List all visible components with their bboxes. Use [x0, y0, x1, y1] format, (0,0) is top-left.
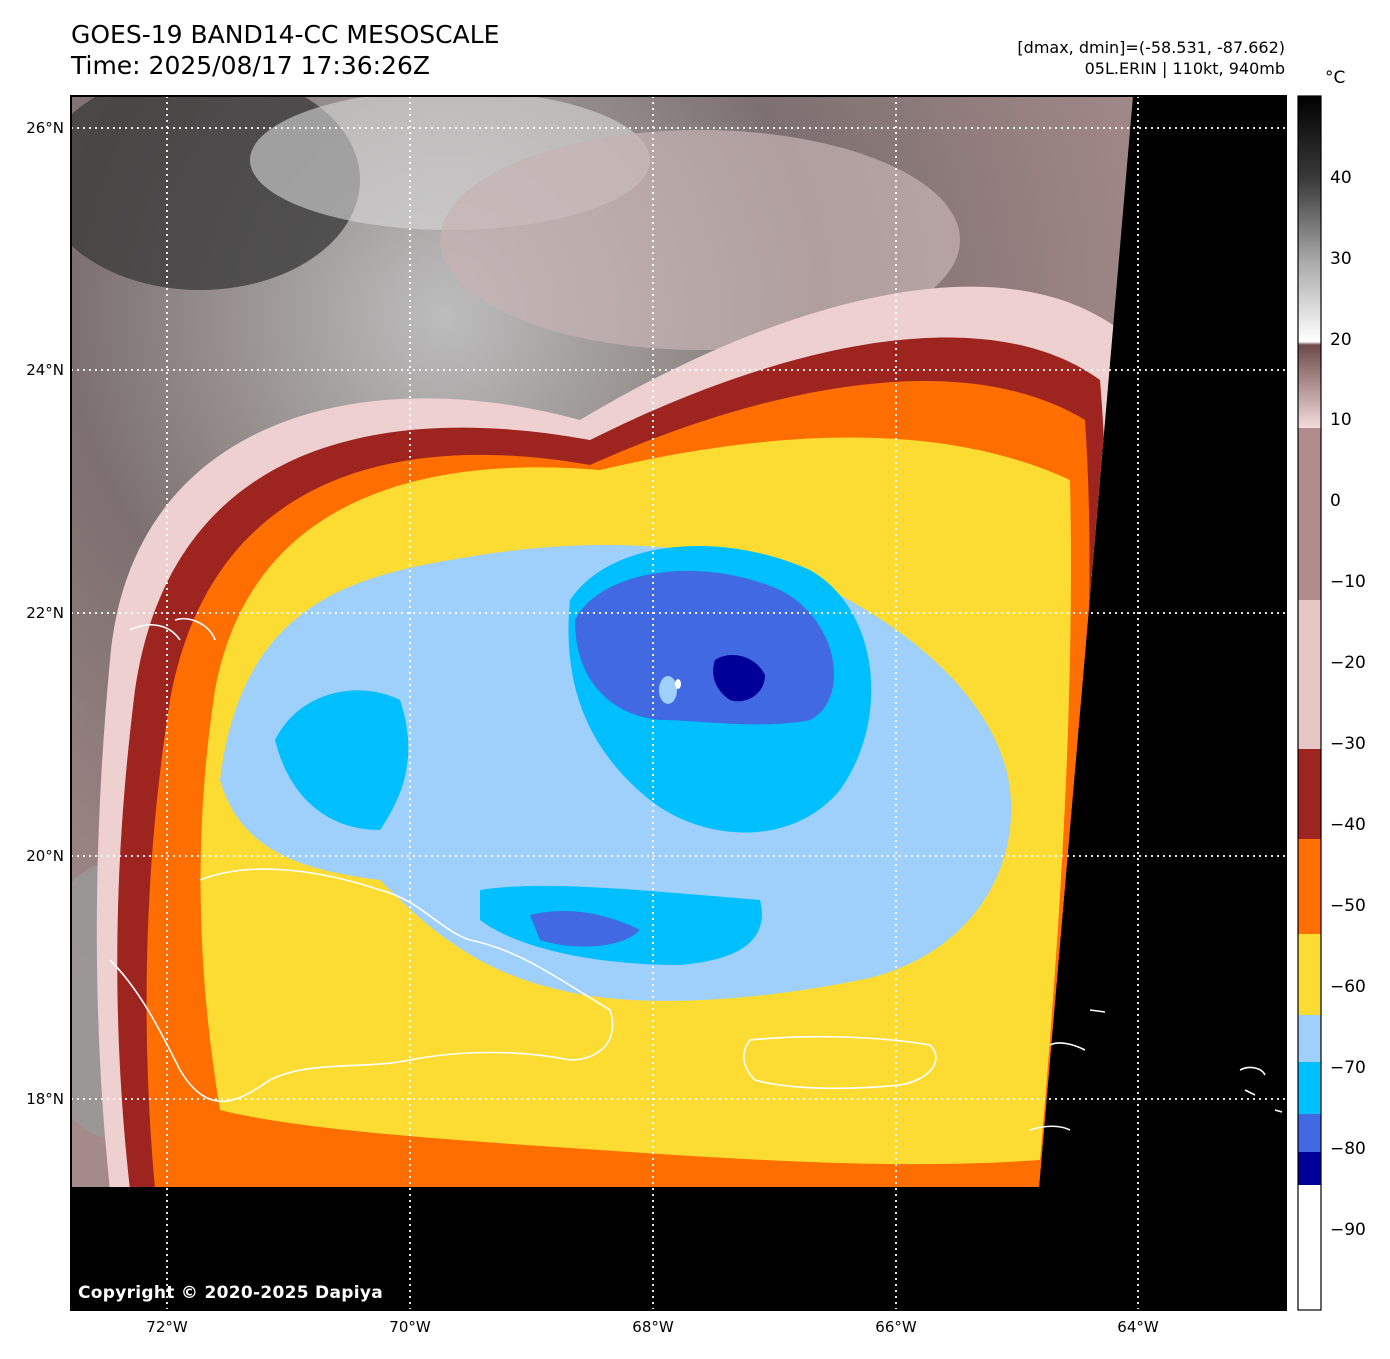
colorbar-tick-minus90: −90 — [1330, 1220, 1366, 1240]
blue-core — [575, 570, 834, 725]
colorbar-tick-minus10: −10 — [1330, 572, 1366, 592]
lat-label-26n: 26°N — [26, 119, 64, 137]
colorbar — [1297, 95, 1322, 1311]
lat-label-18n: 18°N — [26, 1090, 64, 1108]
colorbar-dark-red-segment — [1298, 749, 1321, 839]
lat-label-24n: 24°N — [26, 361, 64, 379]
navy-overshoot — [713, 655, 765, 702]
lon-label-72w: 72°W — [146, 1318, 188, 1336]
colorbar-tick-40: 40 — [1330, 168, 1352, 188]
lon-label-64w: 64°W — [1117, 1318, 1159, 1336]
colorbar-yellow-segment — [1298, 934, 1321, 1015]
colorbar-white-segment — [1298, 1185, 1321, 1310]
temperature-range: [dmax, dmin]=(-58.531, -87.662) — [1017, 38, 1285, 57]
colorbar-tick-10: 10 — [1330, 410, 1352, 430]
gridlines — [71, 96, 1286, 1310]
colorbar-tick-minus20: −20 — [1330, 653, 1366, 673]
colorbar-unit: °C — [1325, 68, 1346, 88]
storm-info: 05L.ERIN | 110kt, 940mb — [1084, 59, 1285, 78]
colorbar-pink-segment — [1298, 600, 1321, 749]
colorbar-orange-segment — [1298, 839, 1321, 934]
leeward-islands-coast — [1029, 1009, 1283, 1131]
copyright-notice: Copyright © 2020-2025 Dapiya — [78, 1283, 383, 1303]
colorbar-blue-segment — [1298, 1114, 1321, 1152]
lon-label-68w: 68°W — [632, 1318, 674, 1336]
colorbar-frame — [1297, 95, 1322, 1311]
cyan-patch-west — [275, 690, 409, 830]
colorbar-warm-segment — [1298, 96, 1321, 428]
colorbar-navy-segment — [1298, 1152, 1321, 1185]
product-title: GOES-19 BAND14-CC MESOSCALE — [71, 20, 500, 49]
eye-region — [659, 676, 677, 704]
turks-caicos-coast — [129, 618, 216, 641]
colorbar-tick-minus60: −60 — [1330, 977, 1366, 997]
colorbar-cyan-segment — [1298, 1062, 1321, 1114]
blue-band-south — [530, 910, 640, 947]
colorbar-tick-0: 0 — [1330, 491, 1341, 511]
colorbar-tick-20: 20 — [1330, 330, 1352, 350]
lon-label-66w: 66°W — [875, 1318, 917, 1336]
colorbar-tick-minus70: −70 — [1330, 1058, 1366, 1078]
map-frame — [70, 95, 1287, 1311]
colorbar-tick-minus50: −50 — [1330, 896, 1366, 916]
colorbar-tick-30: 30 — [1330, 249, 1352, 269]
lat-label-20n: 20°N — [26, 847, 64, 865]
colorbar-tick-minus30: −30 — [1330, 734, 1366, 754]
mid-cloud-area — [440, 130, 960, 350]
colorbar-tick-minus40: −40 — [1330, 815, 1366, 835]
colorbar-light-blue-segment — [1298, 1015, 1321, 1062]
colorbar-tick-minus80: −80 — [1330, 1139, 1366, 1159]
lat-label-22n: 22°N — [26, 604, 64, 622]
eye-center — [675, 679, 681, 689]
satellite-swath — [71, 96, 1133, 1187]
observation-time: Time: 2025/08/17 17:36:26Z — [71, 51, 430, 80]
lon-label-70w: 70°W — [389, 1318, 431, 1336]
puerto-rico-coast — [743, 1035, 937, 1090]
